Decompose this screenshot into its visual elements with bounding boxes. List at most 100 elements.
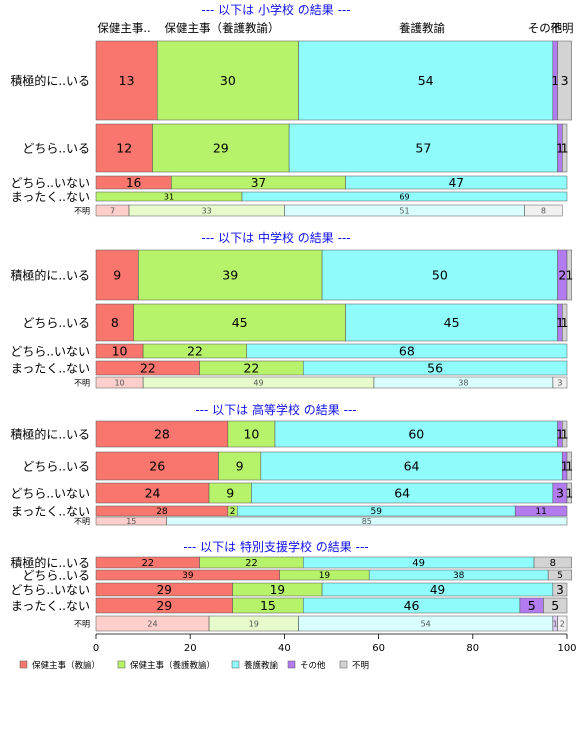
bar-segment-yogo_teacher (302, 360, 568, 376)
data-label: 8 (541, 206, 546, 215)
data-label: 47 (449, 176, 464, 190)
data-label: 10 (114, 378, 124, 387)
bar-segment-unknown (547, 569, 572, 581)
bar-segment-nurse_teacher_general (95, 451, 219, 481)
panel-title: --- 以下は 高等学校 の結果 --- (195, 402, 356, 417)
data-label: 5 (557, 571, 563, 581)
data-label: 64 (404, 459, 420, 474)
legend-label: 養護教諭 (244, 660, 279, 671)
data-label: 10 (112, 344, 128, 359)
legend-label: 不明 (352, 661, 369, 671)
bar-segment-yogo_teacher (274, 420, 558, 448)
data-label: 9 (226, 486, 234, 501)
bar-segment-nurse_teacher_general (95, 303, 134, 342)
data-label: 12 (116, 141, 132, 156)
data-label: 9 (113, 268, 121, 283)
row-label: どちら..いない (10, 583, 90, 597)
row-label: まったく..ない (11, 599, 90, 613)
bar-segment-unknown (566, 482, 572, 504)
row-label: どちら..いる (22, 459, 90, 473)
bar-segment-yogo_teacher (321, 249, 558, 301)
row-label: 積極的に..いる (10, 555, 90, 570)
data-label: 13 (119, 73, 135, 88)
data-label: 5 (528, 598, 536, 613)
data-label: 1 (561, 141, 569, 156)
data-label: 1 (561, 427, 569, 442)
bar-segment-yogo_teacher (246, 343, 568, 359)
bar-segment-unknown (566, 451, 572, 481)
bar-segment-nurse_teacher_yogo (152, 123, 290, 173)
data-label: 28 (154, 427, 170, 442)
bar-segment-unknown (552, 582, 568, 597)
data-label: 39 (222, 268, 238, 283)
x-tick-label: 0 (93, 643, 99, 654)
row-label: 不明 (74, 378, 90, 387)
bar-segment-yogo_teacher (288, 123, 558, 173)
data-label: 24 (145, 486, 161, 501)
panel-title: --- 以下は 小学校 の結果 --- (201, 2, 350, 17)
row-label: どちら..いない (10, 486, 90, 500)
data-label: 1 (561, 315, 569, 330)
data-label: 7 (110, 206, 115, 215)
data-label: 10 (243, 427, 259, 442)
bar-segment-unknown (562, 303, 568, 342)
data-label: 29 (213, 141, 229, 156)
data-label: 64 (394, 486, 410, 501)
bar-segment-yogo_teacher (241, 191, 568, 202)
data-label: 1 (565, 459, 573, 474)
data-label: 57 (415, 141, 431, 156)
data-label: 1 (556, 427, 564, 442)
legend-label: 保健主事（教諭） (32, 660, 100, 671)
bar-segment-unknown (557, 40, 572, 121)
data-label: 11 (535, 507, 546, 517)
legend-label: 保健主事（養護教諭） (130, 660, 215, 671)
header-label-2: 養護教諭 (399, 21, 445, 35)
data-label: 3 (561, 73, 569, 88)
data-label: 3 (556, 583, 564, 597)
legend-label: その他 (300, 660, 326, 671)
data-label: 38 (458, 378, 468, 387)
bar-segment-nurse_teacher_general (95, 420, 229, 448)
row-label: まったく..ない (11, 504, 90, 518)
data-label: 54 (418, 73, 434, 88)
bar-segment-nurse_teacher_general (95, 249, 139, 301)
data-label: 22 (243, 361, 259, 376)
data-label: 49 (412, 558, 425, 569)
bar-segment-other (514, 505, 568, 517)
row-label: 積極的に..いる (10, 73, 90, 88)
data-label: 68 (399, 344, 415, 359)
row-label: 不明 (74, 206, 90, 215)
row-label: どちら..いない (10, 344, 90, 358)
legend-swatch-nurse_teacher_general (19, 660, 28, 669)
data-label: 8 (550, 558, 556, 569)
data-label: 22 (245, 558, 258, 569)
data-label: 49 (430, 583, 445, 597)
data-label: 54 (421, 619, 431, 628)
data-label: 26 (149, 459, 165, 474)
bar-segment-unknown (566, 249, 572, 301)
bar-segment-nurse_teacher_general (95, 123, 153, 173)
data-label: 19 (319, 571, 331, 581)
bar-segment-yogo_teacher (345, 175, 568, 190)
data-label: 29 (156, 598, 172, 613)
data-label: 46 (404, 598, 420, 613)
data-label: 3 (557, 378, 562, 387)
data-label: 8 (111, 315, 119, 330)
x-tick-label: 100 (557, 643, 576, 654)
data-label: 30 (220, 73, 236, 88)
data-label: 85 (362, 517, 372, 526)
data-label: 1 (556, 315, 564, 330)
panel-title: --- 以下は 中学校 の結果 --- (201, 230, 350, 245)
row-label: まったく..ない (11, 190, 90, 204)
data-label: 37 (251, 176, 266, 190)
bar-segment-yogo_teacher (166, 516, 568, 526)
bar-segment-unknown (533, 556, 572, 569)
row-label: 積極的に..いる (10, 267, 90, 282)
bar-segment-unknown (562, 420, 568, 448)
bar-segment-unknown (543, 597, 568, 614)
header-label-1: 保健主事（養護教諭） (165, 21, 280, 35)
data-label: 16 (126, 176, 141, 190)
header-label-3: その他 (528, 21, 563, 35)
data-label: 49 (253, 378, 263, 387)
